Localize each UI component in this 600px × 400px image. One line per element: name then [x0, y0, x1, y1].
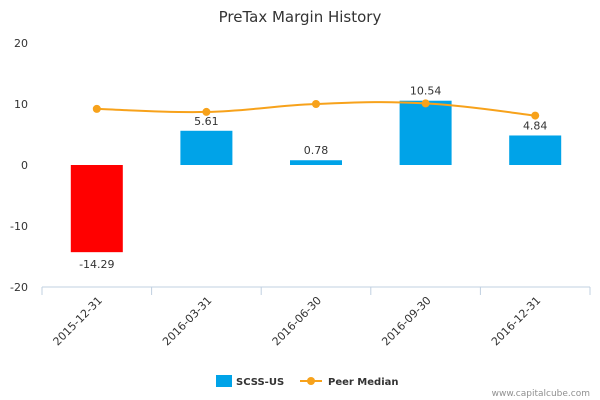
legend-marker-peer-median: [307, 377, 315, 385]
credit-text: www.capitalcube.com: [492, 389, 590, 399]
bar-data-label: 0.78: [304, 144, 329, 157]
peer-median-point[interactable]: [531, 111, 540, 120]
peer-median-point[interactable]: [312, 100, 320, 108]
y-tick-label: 10: [14, 98, 28, 111]
x-tick-label: 2016-06-30: [270, 294, 324, 348]
x-tick-label: 2016-03-31: [160, 294, 214, 348]
bar-data-labels: -14.29 5.61 0.78 10.54 4.84: [79, 85, 547, 271]
bar[interactable]: [399, 100, 452, 165]
peer-median-point[interactable]: [92, 104, 101, 113]
bar-series: [70, 100, 562, 253]
y-tick-label: -10: [10, 220, 28, 233]
y-axis: -20 -10 0 10 20: [10, 37, 28, 294]
y-tick-label: 20: [14, 37, 28, 50]
x-tick-label: 2015-12-31: [51, 294, 105, 348]
bar[interactable]: [290, 160, 342, 165]
legend-label-peer-median[interactable]: Peer Median: [328, 377, 399, 388]
peer-median-series: [92, 99, 540, 120]
x-tick-label: 2016-09-30: [379, 294, 433, 348]
bar[interactable]: [180, 130, 233, 165]
legend-label-scss-us[interactable]: SCSS-US: [236, 377, 284, 388]
bar[interactable]: [509, 135, 562, 165]
bar[interactable]: [70, 165, 123, 253]
y-tick-label: -20: [10, 281, 28, 294]
peer-median-point[interactable]: [421, 99, 430, 108]
chart-title: PreTax Margin History: [219, 8, 382, 26]
bar-data-label: 5.61: [194, 115, 219, 128]
x-tick-label: 2016-12-31: [489, 294, 543, 348]
peer-median-point[interactable]: [202, 107, 211, 116]
bar-data-label: 4.84: [523, 119, 548, 132]
x-axis: 2015-12-31 2016-03-31 2016-06-30 2016-09-30…: [41, 287, 591, 348]
legend-swatch-scss-us[interactable]: [216, 375, 232, 387]
legend: SCSS-US Peer Median: [216, 375, 399, 388]
bar-data-label: 10.54: [410, 85, 442, 98]
bar-data-label: -14.29: [79, 258, 114, 271]
y-tick-label: 0: [21, 159, 28, 172]
